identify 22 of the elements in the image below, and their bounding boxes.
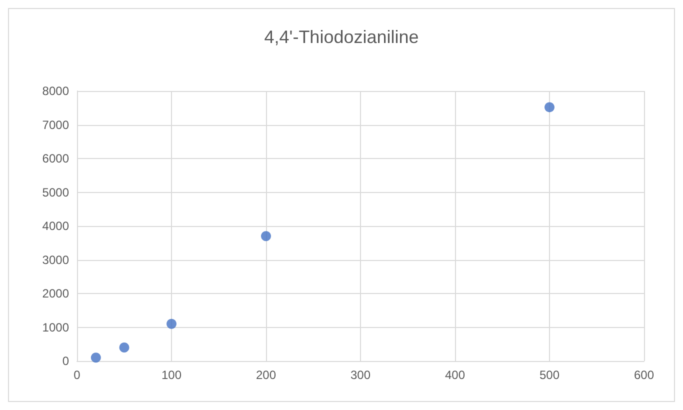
x-tick-label: 500: [539, 368, 560, 382]
point: [90, 352, 101, 363]
x-tick-label: 600: [634, 368, 654, 382]
y-tick-label: 8000: [42, 84, 70, 98]
x-tick-label: 300: [350, 368, 371, 382]
y-tick-label: 2000: [42, 286, 70, 300]
y-tick-label: 4000: [42, 219, 70, 233]
y-tick-label: 7000: [42, 118, 70, 132]
x-tick-label: 100: [161, 368, 182, 382]
y-tick-label: 6000: [42, 152, 70, 166]
y-tick-label: 5000: [42, 185, 70, 200]
point: [544, 102, 554, 112]
y-tick-label: 1000: [42, 320, 70, 334]
x-tick-label: 0: [74, 368, 81, 382]
point: [119, 342, 130, 352]
chart-title: 4,4'-Thiodozianiline: [264, 27, 419, 47]
point: [166, 318, 176, 329]
point: [261, 231, 271, 242]
x-tick-label: 400: [444, 368, 466, 382]
y-tick-label: 0: [62, 354, 70, 368]
x-tick-label: 200: [256, 368, 276, 382]
y-tick-label: 3000: [42, 252, 70, 267]
